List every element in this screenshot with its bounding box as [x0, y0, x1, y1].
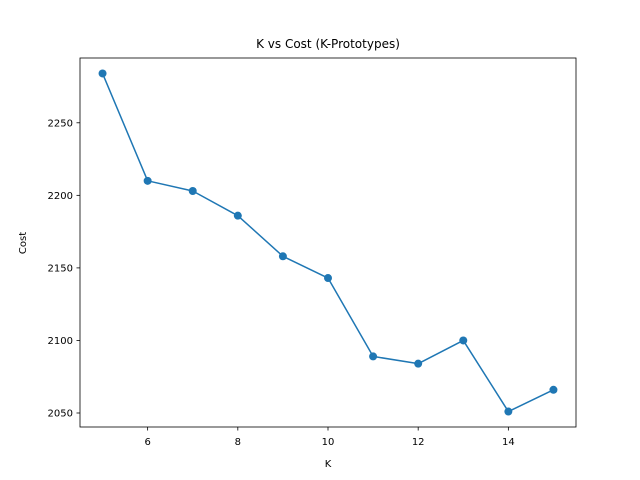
- data-point: [414, 359, 423, 368]
- data-point: [324, 274, 332, 283]
- data-point: [504, 407, 513, 416]
- data-point: [143, 176, 152, 185]
- y-tick-label: 2100: [48, 336, 73, 347]
- data-point: [188, 186, 197, 195]
- x-tick-label: 10: [322, 437, 335, 448]
- y-tick-label: 2200: [48, 191, 73, 202]
- data-point: [98, 69, 107, 78]
- y-tick-label: 2250: [48, 118, 73, 129]
- x-axis: 6 8 10 12 14: [144, 427, 515, 448]
- y-axis-label: Cost: [18, 232, 29, 254]
- y-tick-label: 2050: [48, 408, 73, 419]
- data-point: [278, 252, 287, 261]
- chart-title: K vs Cost (K-Prototypes): [256, 37, 400, 51]
- data-point: [459, 336, 468, 345]
- x-tick-label: 14: [502, 437, 515, 448]
- y-axis: 2050 2100 2150 2200 2250: [48, 118, 80, 419]
- x-tick-label: 6: [144, 437, 150, 448]
- data-point: [549, 385, 558, 394]
- data-point: [233, 211, 242, 220]
- x-axis-label: K: [325, 459, 332, 470]
- y-tick-label: 2150: [48, 263, 73, 274]
- data-point: [369, 352, 378, 361]
- x-tick-label: 8: [235, 437, 241, 448]
- plot-area: [79, 57, 577, 428]
- x-tick-label: 12: [412, 437, 425, 448]
